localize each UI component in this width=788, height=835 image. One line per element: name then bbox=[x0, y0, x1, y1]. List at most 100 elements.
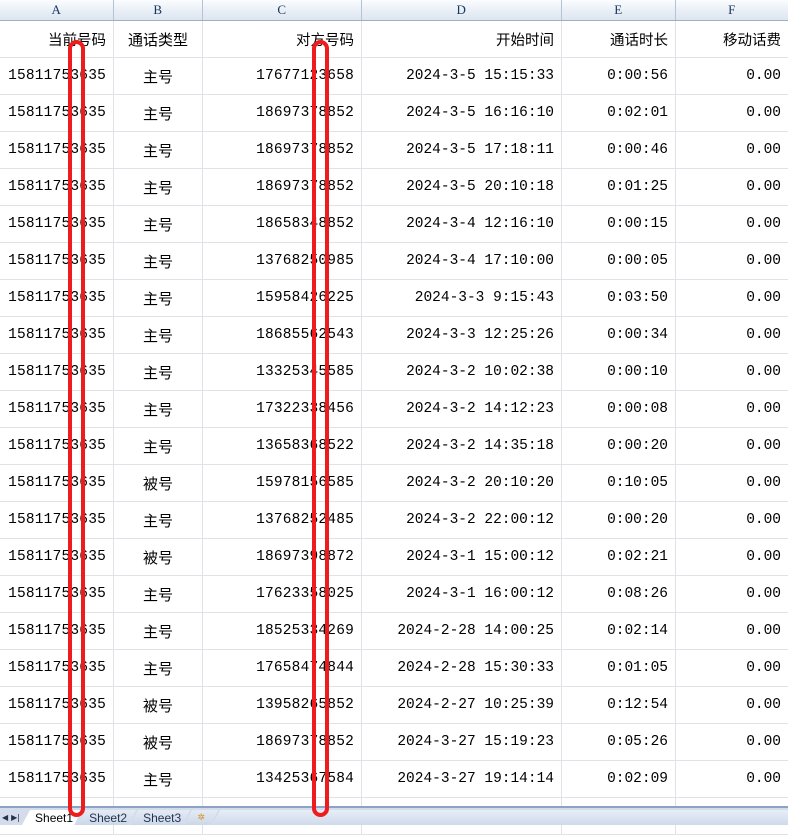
cell-current-number[interactable]: 15811753635 bbox=[0, 502, 114, 538]
cell-call-type[interactable]: 主号 bbox=[114, 243, 203, 279]
cell-duration[interactable]: 0:03:50 bbox=[562, 280, 676, 316]
header-cell-start-time[interactable]: 开始时间 bbox=[362, 21, 562, 57]
cell-call-type[interactable]: 被号 bbox=[114, 687, 203, 723]
cell-start-time[interactable]: 2024-3-3 9:15:43 bbox=[362, 280, 562, 316]
cell-mobile-fee[interactable]: 0.00 bbox=[676, 280, 788, 316]
first-sheet-arrow-icon[interactable]: ◀ bbox=[2, 812, 9, 822]
cell-duration[interactable]: 0:02:14 bbox=[562, 613, 676, 649]
cell-duration[interactable]: 0:00:34 bbox=[562, 317, 676, 353]
header-cell-mobile-fee[interactable]: 移动话费 bbox=[676, 21, 788, 57]
cell-call-type[interactable]: 主号 bbox=[114, 95, 203, 131]
cell-start-time[interactable]: 2024-2-28 15:30:33 bbox=[362, 650, 562, 686]
cell-other-number[interactable]: 13958265852 bbox=[203, 687, 362, 723]
cell-other-number[interactable]: 18697378852 bbox=[203, 95, 362, 131]
column-header-d[interactable]: D bbox=[362, 0, 562, 20]
cell-mobile-fee[interactable]: 0.00 bbox=[676, 502, 788, 538]
cell-duration[interactable]: 0:08:26 bbox=[562, 576, 676, 612]
cell-duration[interactable]: 0:00:20 bbox=[562, 502, 676, 538]
cell-start-time[interactable]: 2024-3-5 16:16:10 bbox=[362, 95, 562, 131]
cell-mobile-fee[interactable]: 0.00 bbox=[676, 243, 788, 279]
cell-duration[interactable]: 0:00:46 bbox=[562, 132, 676, 168]
cell-start-time[interactable]: 2024-3-27 15:19:23 bbox=[362, 724, 562, 760]
cell-call-type[interactable]: 主号 bbox=[114, 613, 203, 649]
cell-duration[interactable]: 0:00:56 bbox=[562, 58, 676, 94]
cell-current-number[interactable]: 15811753635 bbox=[0, 391, 114, 427]
cell-current-number[interactable]: 15811753635 bbox=[0, 465, 114, 501]
cell-current-number[interactable]: 15811753635 bbox=[0, 428, 114, 464]
cell-start-time[interactable]: 2024-3-4 17:10:00 bbox=[362, 243, 562, 279]
cell-current-number[interactable]: 15811753635 bbox=[0, 539, 114, 575]
cell-mobile-fee[interactable]: 0.00 bbox=[676, 206, 788, 242]
cell-mobile-fee[interactable]: 0.00 bbox=[676, 761, 788, 797]
cell-start-time[interactable]: 2024-2-28 14:00:25 bbox=[362, 613, 562, 649]
cell-other-number[interactable]: 13768250985 bbox=[203, 243, 362, 279]
cell-call-type[interactable]: 被号 bbox=[114, 724, 203, 760]
cell-current-number[interactable]: 15811753635 bbox=[0, 58, 114, 94]
cell-other-number[interactable]: 18685562543 bbox=[203, 317, 362, 353]
cell-mobile-fee[interactable]: 0.00 bbox=[676, 317, 788, 353]
cell-start-time[interactable]: 2024-3-27 19:14:14 bbox=[362, 761, 562, 797]
cell-current-number[interactable]: 15811753635 bbox=[0, 317, 114, 353]
cell-start-time[interactable]: 2024-3-2 10:02:38 bbox=[362, 354, 562, 390]
sheet-tab-sheet2[interactable]: Sheet2 bbox=[76, 810, 136, 825]
cell-start-time[interactable]: 2024-3-4 12:16:10 bbox=[362, 206, 562, 242]
cell-duration[interactable]: 0:01:05 bbox=[562, 650, 676, 686]
cell-duration[interactable]: 0:02:01 bbox=[562, 95, 676, 131]
cell-mobile-fee[interactable]: 0.00 bbox=[676, 169, 788, 205]
sheet-tab-sheet1[interactable]: Sheet1 bbox=[22, 810, 82, 825]
cell-call-type[interactable]: 被号 bbox=[114, 539, 203, 575]
cell-other-number[interactable]: 18697378852 bbox=[203, 132, 362, 168]
cell-current-number[interactable]: 15811753635 bbox=[0, 687, 114, 723]
cell-current-number[interactable]: 15811753635 bbox=[0, 650, 114, 686]
cell-start-time[interactable]: 2024-2-27 10:25:39 bbox=[362, 687, 562, 723]
cell-call-type[interactable]: 主号 bbox=[114, 58, 203, 94]
cell-start-time[interactable]: 2024-3-2 14:35:18 bbox=[362, 428, 562, 464]
cell-start-time[interactable]: 2024-3-2 20:10:20 bbox=[362, 465, 562, 501]
column-header-c[interactable]: C bbox=[203, 0, 362, 20]
cell-start-time[interactable]: 2024-3-2 22:00:12 bbox=[362, 502, 562, 538]
cell-duration[interactable]: 0:00:10 bbox=[562, 354, 676, 390]
cell-start-time[interactable]: 2024-3-5 20:10:18 bbox=[362, 169, 562, 205]
last-sheet-arrow-icon[interactable]: ▶| bbox=[11, 812, 21, 822]
cell-duration[interactable]: 0:00:20 bbox=[562, 428, 676, 464]
header-cell-other-number[interactable]: 对方号码 bbox=[203, 21, 362, 57]
cell-other-number[interactable]: 13425367584 bbox=[203, 761, 362, 797]
cell-duration[interactable]: 0:02:21 bbox=[562, 539, 676, 575]
cell-mobile-fee[interactable]: 0.00 bbox=[676, 724, 788, 760]
cell-mobile-fee[interactable]: 0.00 bbox=[676, 465, 788, 501]
cell-duration[interactable]: 0:00:08 bbox=[562, 391, 676, 427]
cell-duration[interactable]: 0:02:09 bbox=[562, 761, 676, 797]
cell-other-number[interactable]: 13325345585 bbox=[203, 354, 362, 390]
cell-current-number[interactable]: 15811753635 bbox=[0, 169, 114, 205]
cell-other-number[interactable]: 18525334269 bbox=[203, 613, 362, 649]
cell-mobile-fee[interactable]: 0.00 bbox=[676, 613, 788, 649]
cell-duration[interactable]: 0:12:54 bbox=[562, 687, 676, 723]
column-header-a[interactable]: A bbox=[0, 0, 114, 20]
cell-mobile-fee[interactable]: 0.00 bbox=[676, 687, 788, 723]
cell-duration[interactable]: 0:00:15 bbox=[562, 206, 676, 242]
add-sheet-button[interactable]: ✲ bbox=[184, 810, 218, 825]
cell-other-number[interactable]: 15978156585 bbox=[203, 465, 362, 501]
cell-call-type[interactable]: 主号 bbox=[114, 761, 203, 797]
cell-other-number[interactable]: 17623358025 bbox=[203, 576, 362, 612]
cell-other-number[interactable]: 13658368522 bbox=[203, 428, 362, 464]
cell-current-number[interactable]: 15811753635 bbox=[0, 95, 114, 131]
cell-start-time[interactable]: 2024-3-1 15:00:12 bbox=[362, 539, 562, 575]
cell-other-number[interactable]: 13768252485 bbox=[203, 502, 362, 538]
cell-current-number[interactable]: 15811753635 bbox=[0, 206, 114, 242]
cell-mobile-fee[interactable]: 0.00 bbox=[676, 354, 788, 390]
cell-other-number[interactable]: 18697378852 bbox=[203, 169, 362, 205]
cell-mobile-fee[interactable]: 0.00 bbox=[676, 650, 788, 686]
cell-call-type[interactable]: 被号 bbox=[114, 465, 203, 501]
cell-other-number[interactable]: 18697378852 bbox=[203, 724, 362, 760]
cell-call-type[interactable]: 主号 bbox=[114, 317, 203, 353]
cell-start-time[interactable]: 2024-3-3 12:25:26 bbox=[362, 317, 562, 353]
cell-start-time[interactable]: 2024-3-5 15:15:33 bbox=[362, 58, 562, 94]
cell-mobile-fee[interactable]: 0.00 bbox=[676, 539, 788, 575]
cell-duration[interactable]: 0:00:05 bbox=[562, 243, 676, 279]
sheet-nav-buttons[interactable]: ◀ ▶| bbox=[0, 810, 22, 825]
cell-mobile-fee[interactable]: 0.00 bbox=[676, 132, 788, 168]
cell-other-number[interactable]: 17322338456 bbox=[203, 391, 362, 427]
cell-other-number[interactable]: 18697398872 bbox=[203, 539, 362, 575]
sheet-tab-sheet3[interactable]: Sheet3 bbox=[130, 810, 190, 825]
